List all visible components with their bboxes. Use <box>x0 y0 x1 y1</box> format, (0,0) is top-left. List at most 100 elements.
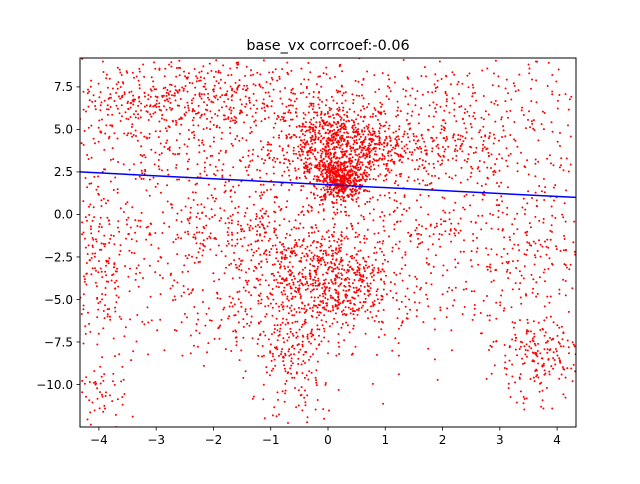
scatter-point <box>495 317 498 320</box>
scatter-point <box>203 166 206 169</box>
scatter-point <box>327 267 330 270</box>
scatter-point <box>262 398 265 401</box>
scatter-point <box>169 287 172 290</box>
scatter-point <box>281 250 284 253</box>
scatter-point <box>343 237 346 240</box>
scatter-point <box>361 280 364 283</box>
scatter-point <box>441 274 444 277</box>
scatter-point <box>447 145 450 148</box>
scatter-point <box>446 138 449 140</box>
scatter-point <box>170 272 173 275</box>
scatter-point <box>481 149 484 152</box>
scatter-point <box>141 155 144 157</box>
scatter-point <box>283 364 286 367</box>
scatter-point <box>551 263 554 266</box>
scatter-point <box>234 244 237 247</box>
scatter-point <box>287 111 290 114</box>
scatter-point <box>282 308 285 311</box>
scatter-point <box>454 174 457 177</box>
scatter-point <box>349 179 352 182</box>
scatter-point <box>279 266 282 269</box>
scatter-point <box>258 194 261 197</box>
scatter-point <box>507 277 510 280</box>
scatter-point <box>272 367 275 370</box>
scatter-point <box>294 167 296 170</box>
scatter-point <box>265 258 268 261</box>
scatter-point <box>368 212 371 215</box>
scatter-point <box>310 163 313 166</box>
scatter-point <box>116 191 119 194</box>
scatter-point <box>310 138 313 141</box>
scatter-point <box>378 147 381 150</box>
scatter-point <box>100 101 103 104</box>
scatter-point <box>290 99 292 102</box>
scatter-point <box>308 168 311 171</box>
scatter-point <box>142 277 144 279</box>
scatter-point <box>332 206 335 209</box>
scatter-point <box>366 282 369 285</box>
scatter-point <box>131 71 134 74</box>
scatter-point <box>95 269 97 272</box>
scatter-point <box>288 98 291 101</box>
scatter-point <box>140 145 143 148</box>
scatter-point <box>344 200 347 203</box>
scatter-point <box>408 122 411 125</box>
scatter-point <box>284 87 287 89</box>
scatter-point <box>300 159 303 162</box>
scatter-point <box>159 293 162 296</box>
scatter-point <box>358 153 361 156</box>
scatter-point <box>368 178 371 181</box>
scatter-point <box>139 225 142 228</box>
scatter-point <box>164 86 167 89</box>
scatter-point <box>516 145 519 148</box>
scatter-point <box>278 77 281 80</box>
scatter-point <box>322 181 325 184</box>
scatter-point <box>249 126 252 129</box>
scatter-point <box>117 285 120 288</box>
scatter-point <box>119 244 122 247</box>
scatter-point <box>240 103 243 106</box>
scatter-point <box>416 140 419 143</box>
scatter-point <box>412 132 415 135</box>
scatter-point <box>288 220 291 223</box>
scatter-point <box>248 99 251 102</box>
scatter-point <box>526 249 529 251</box>
scatter-point <box>272 136 275 139</box>
scatter-point <box>377 135 380 138</box>
scatter-point <box>254 225 257 228</box>
scatter-point <box>352 327 355 330</box>
scatter-point <box>366 175 369 178</box>
scatter-point <box>432 125 435 128</box>
scatter-point <box>496 182 498 184</box>
scatter-point <box>468 72 471 75</box>
scatter-point <box>275 302 278 305</box>
scatter-point <box>421 93 424 96</box>
scatter-point <box>315 381 318 384</box>
scatter-point <box>194 112 197 115</box>
scatter-point <box>314 147 317 150</box>
scatter-point <box>124 203 127 205</box>
scatter-point <box>309 258 312 260</box>
scatter-point <box>301 302 304 305</box>
scatter-point <box>257 338 260 341</box>
scatter-point <box>220 250 223 253</box>
scatter-point <box>292 92 295 95</box>
scatter-point <box>338 298 340 301</box>
scatter-point <box>520 302 523 305</box>
scatter-point <box>213 237 216 240</box>
scatter-point <box>118 68 121 71</box>
scatter-point <box>266 295 269 298</box>
scatter-point <box>367 133 370 136</box>
scatter-point <box>236 291 239 294</box>
scatter-point <box>137 113 139 116</box>
scatter-point <box>362 120 365 123</box>
scatter-point <box>219 78 222 81</box>
scatter-point <box>143 92 146 94</box>
scatter-point <box>294 387 296 389</box>
scatter-point <box>562 345 565 348</box>
scatter-point <box>308 92 311 95</box>
scatter-point <box>295 97 298 100</box>
scatter-point <box>261 86 264 89</box>
scatter-point <box>563 238 566 240</box>
scatter-point <box>174 99 177 102</box>
